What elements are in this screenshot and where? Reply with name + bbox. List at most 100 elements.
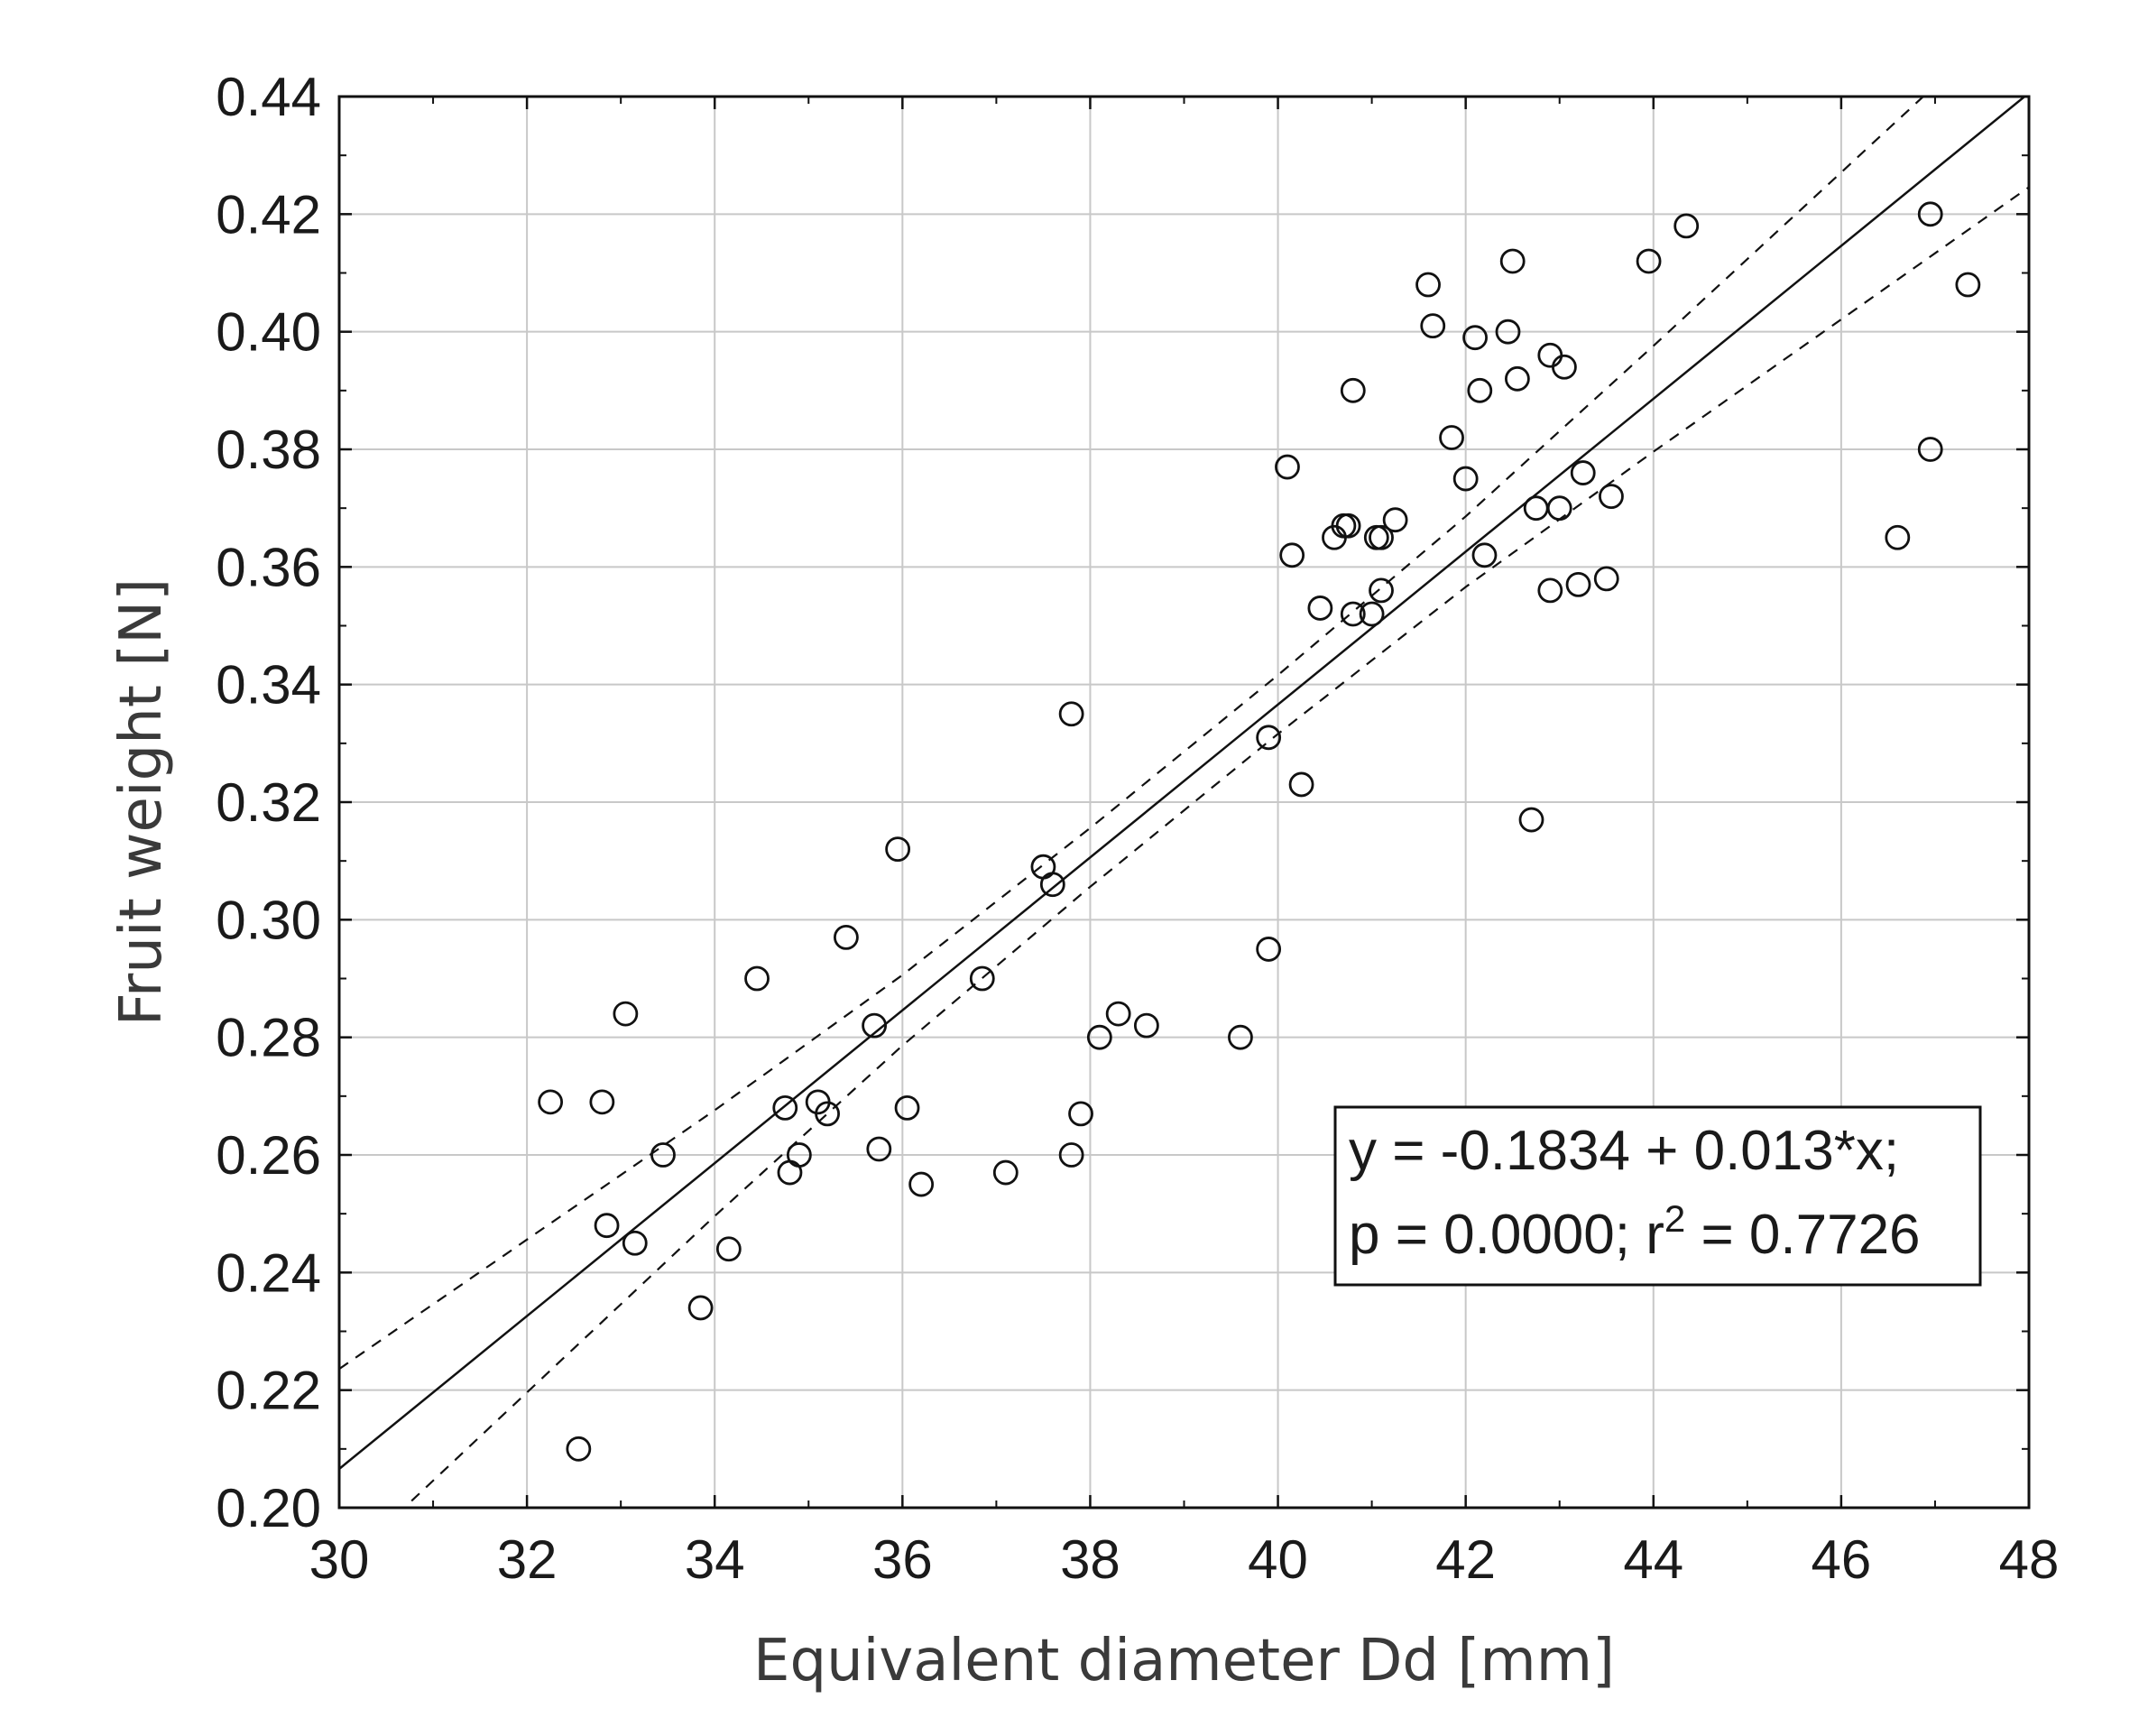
- data-point: [1636, 248, 1662, 274]
- x-tick-label: 34: [685, 1529, 745, 1590]
- data-point: [1570, 460, 1596, 485]
- data-point: [566, 1436, 592, 1462]
- data-point: [1415, 272, 1441, 298]
- y-tick-label: 0.30: [216, 890, 321, 950]
- data-point: [1256, 725, 1282, 751]
- data-point: [1086, 1024, 1112, 1050]
- data-point: [1439, 425, 1464, 450]
- y-tick-label: 0.32: [216, 772, 321, 833]
- y-tick-label: 0.38: [216, 420, 321, 480]
- x-tick-label: 36: [872, 1529, 933, 1590]
- data-point: [777, 1159, 803, 1186]
- x-tick-label: 32: [497, 1529, 558, 1590]
- data-point: [1955, 272, 1981, 298]
- data-point: [885, 836, 911, 863]
- data-point: [1133, 1012, 1159, 1039]
- data-point: [650, 1142, 676, 1168]
- data-point: [594, 1213, 620, 1239]
- regression-stats-suffix: = 0.7726: [1685, 1204, 1920, 1266]
- data-point: [622, 1230, 648, 1256]
- y-tick-label: 0.42: [216, 184, 321, 245]
- grid: [338, 96, 2030, 1509]
- regression-stats: p = 0.0000; r2 = 0.7726: [1349, 1197, 1921, 1266]
- data-point: [1340, 377, 1366, 403]
- data-point: [1058, 701, 1084, 727]
- data-point: [1467, 377, 1493, 403]
- y-tick-label: 0.20: [216, 1478, 321, 1538]
- x-tick-label: 38: [1060, 1529, 1120, 1590]
- y-axis-label: Fruit weight [N]: [108, 578, 175, 1026]
- data-point: [1256, 937, 1282, 962]
- data-point: [862, 1012, 888, 1039]
- x-tick-label: 48: [1999, 1529, 2060, 1590]
- data-point: [1599, 484, 1624, 510]
- data-point: [1546, 495, 1572, 522]
- data-point: [772, 1094, 798, 1121]
- data-points: [538, 201, 1981, 1462]
- x-tick-label: 30: [309, 1529, 370, 1590]
- y-tick-label: 0.22: [216, 1361, 321, 1421]
- x-tick-labels: 30 32 34 36 38 40 42 44 46 48: [309, 1529, 2060, 1590]
- axis-ticks: [337, 95, 2031, 1510]
- data-point: [866, 1136, 892, 1162]
- regression-equation: y = -0.1834 + 0.013*x;: [1349, 1120, 1899, 1182]
- data-point: [1495, 319, 1521, 345]
- data-point: [815, 1101, 840, 1127]
- data-point: [1039, 872, 1065, 898]
- data-point: [687, 1295, 714, 1321]
- data-point: [969, 965, 995, 992]
- data-point: [1917, 201, 1943, 227]
- data-point: [613, 1001, 639, 1027]
- y-tick-label: 0.44: [216, 67, 321, 127]
- data-point: [1288, 771, 1314, 798]
- confidence-band-upper: [339, 97, 1925, 1371]
- data-point: [1462, 325, 1488, 351]
- y-tick-label: 0.24: [216, 1242, 321, 1303]
- confidence-band-lower: [402, 186, 2029, 1508]
- data-point: [1382, 507, 1408, 533]
- data-point: [1523, 495, 1549, 522]
- data-point: [715, 1236, 742, 1262]
- data-point: [1537, 342, 1563, 368]
- x-axis-label: Equivalent diameter Dd [mm]: [753, 1628, 1615, 1694]
- data-point: [744, 965, 770, 992]
- y-tick-label: 0.40: [216, 302, 321, 363]
- data-point: [1228, 1024, 1253, 1050]
- y-tick-label: 0.26: [216, 1125, 321, 1186]
- y-tick-labels: 0.20 0.22 0.24 0.26 0.28 0.30 0.32 0.34 0.36 0.38…: [216, 67, 321, 1538]
- data-point: [1673, 213, 1700, 239]
- data-point: [1565, 571, 1591, 597]
- data-point: [1518, 807, 1544, 833]
- annotation-box-frame: [1333, 1105, 1982, 1287]
- data-point: [1499, 248, 1526, 274]
- data-point: [1105, 1001, 1131, 1027]
- data-point: [1030, 854, 1056, 880]
- data-point: [894, 1094, 920, 1121]
- data-point: [1275, 454, 1300, 480]
- data-point: [1552, 354, 1577, 380]
- data-point: [834, 924, 859, 950]
- x-tick-label: 44: [1623, 1529, 1683, 1590]
- data-point: [1504, 365, 1530, 392]
- y-tick-label: 0.28: [216, 1008, 321, 1068]
- data-point: [1307, 596, 1333, 621]
- data-point: [1058, 1142, 1084, 1168]
- regression-line-group: [339, 97, 2027, 1470]
- regression-line: [339, 97, 2027, 1470]
- x-tick-label: 42: [1435, 1529, 1496, 1590]
- r-squared-superscript: 2: [1664, 1197, 1685, 1240]
- confidence-band: [339, 97, 2029, 1508]
- data-point: [1340, 601, 1366, 627]
- regression-annotation: y = -0.1834 + 0.013*x; p = 0.0000; r2 = …: [1333, 1105, 1982, 1287]
- data-point: [992, 1159, 1019, 1186]
- data-point: [1885, 524, 1911, 550]
- data-point: [1068, 1101, 1093, 1127]
- data-point: [1363, 524, 1389, 550]
- data-point: [1359, 601, 1385, 627]
- data-point: [908, 1171, 935, 1197]
- data-point: [538, 1089, 564, 1115]
- data-point: [1420, 313, 1446, 339]
- data-point: [1537, 577, 1563, 604]
